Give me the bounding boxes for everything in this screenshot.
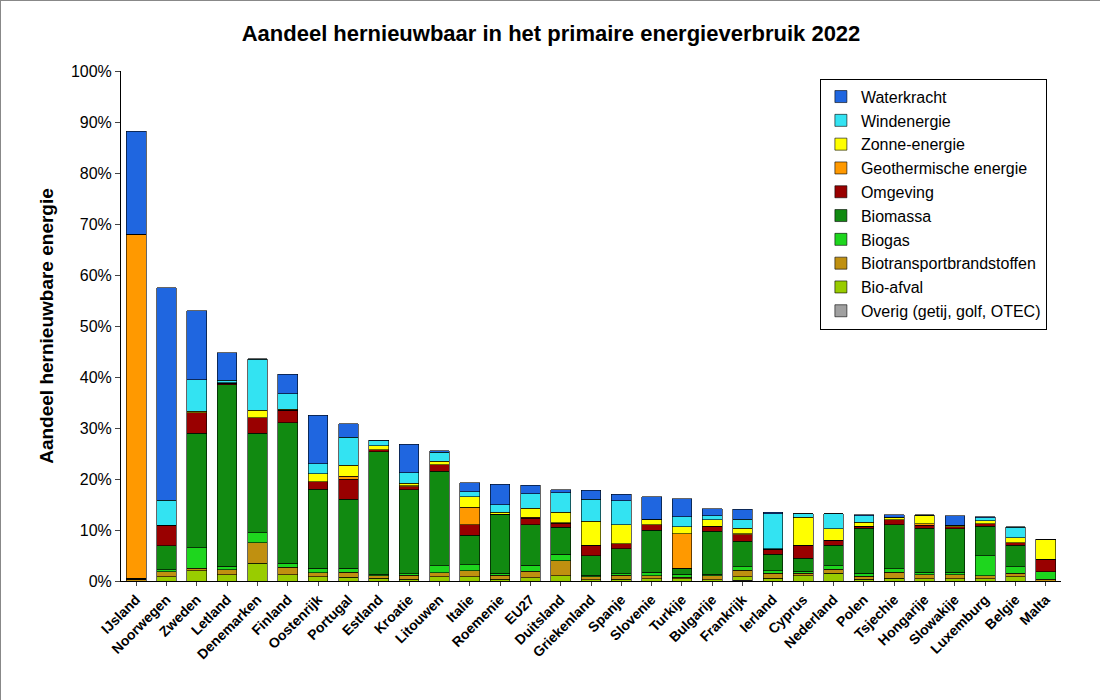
svg-text:100%: 100% — [71, 63, 112, 80]
svg-text:Biotransportbrandstoffen: Biotransportbrandstoffen — [861, 255, 1036, 272]
svg-text:Griekenland: Griekenland — [530, 592, 599, 661]
svg-text:Biogas: Biogas — [861, 232, 910, 249]
svg-text:Waterkracht: Waterkracht — [861, 89, 947, 106]
svg-text:Tsjechie: Tsjechie — [851, 591, 901, 641]
svg-text:Noorwegen: Noorwegen — [108, 592, 173, 657]
svg-text:Polen: Polen — [833, 592, 871, 630]
svg-text:Duitsland: Duitsland — [511, 592, 567, 648]
svg-text:Slowakije: Slowakije — [906, 591, 963, 648]
svg-text:Overig (getij, golf, OTEC): Overig (getij, golf, OTEC) — [861, 303, 1041, 320]
svg-text:30%: 30% — [80, 420, 112, 437]
svg-text:Zweden: Zweden — [156, 592, 204, 640]
svg-text:Aandeel hernieuwbaar in het pr: Aandeel hernieuwbaar in het primaire ene… — [242, 21, 861, 46]
svg-text:Slovenie: Slovenie — [607, 591, 659, 643]
svg-text:Litouwen: Litouwen — [392, 592, 447, 647]
svg-text:10%: 10% — [80, 522, 112, 539]
svg-text:Letland: Letland — [188, 592, 235, 639]
svg-text:Malta: Malta — [1016, 591, 1053, 628]
svg-text:Estland: Estland — [339, 592, 386, 639]
svg-text:Bulgarije: Bulgarije — [666, 591, 720, 645]
svg-text:Turkije: Turkije — [646, 591, 689, 634]
svg-text:Geothermische energie: Geothermische energie — [861, 160, 1027, 177]
svg-text:Bio-afval: Bio-afval — [861, 279, 923, 296]
svg-text:50%: 50% — [80, 318, 112, 335]
svg-text:90%: 90% — [80, 114, 112, 131]
svg-text:Ierland: Ierland — [736, 592, 780, 636]
svg-text:IJsland: IJsland — [98, 592, 143, 637]
svg-text:Zonne-energie: Zonne-energie — [861, 136, 965, 153]
svg-text:70%: 70% — [80, 216, 112, 233]
svg-text:Portugal: Portugal — [304, 592, 355, 643]
svg-text:Frankrijk: Frankrijk — [697, 591, 750, 644]
svg-text:Denemarken: Denemarken — [194, 592, 265, 663]
svg-text:Windenergie: Windenergie — [861, 113, 951, 130]
svg-text:40%: 40% — [80, 369, 112, 386]
svg-text:0%: 0% — [89, 573, 112, 590]
svg-text:Nederland: Nederland — [781, 592, 841, 652]
svg-text:Cyprus: Cyprus — [765, 591, 811, 637]
svg-text:80%: 80% — [80, 165, 112, 182]
svg-text:EU27: EU27 — [501, 591, 537, 627]
svg-text:Omgeving: Omgeving — [861, 184, 934, 201]
svg-text:Luxemburg: Luxemburg — [927, 592, 992, 657]
svg-text:Biomassa: Biomassa — [861, 208, 931, 225]
svg-text:Oostenrijk: Oostenrijk — [265, 591, 325, 651]
svg-text:Kroatie: Kroatie — [371, 591, 417, 637]
svg-text:Finland: Finland — [248, 592, 295, 639]
svg-text:Aandeel hernieuwbare energie: Aandeel hernieuwbare energie — [36, 188, 57, 464]
svg-text:20%: 20% — [80, 471, 112, 488]
svg-text:60%: 60% — [80, 267, 112, 284]
svg-text:Spanje: Spanje — [585, 591, 629, 635]
svg-text:Hongarije: Hongarije — [875, 591, 932, 648]
svg-text:Belgie: Belgie — [982, 591, 1023, 632]
svg-text:Roemenie: Roemenie — [448, 591, 507, 650]
svg-text:Italie: Italie — [443, 591, 477, 625]
